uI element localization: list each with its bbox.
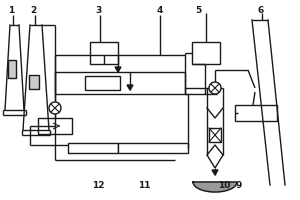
Text: 3: 3 bbox=[95, 6, 101, 15]
Text: 6: 6 bbox=[257, 6, 263, 15]
Bar bbox=[118, 143, 188, 153]
Text: 11: 11 bbox=[138, 181, 151, 190]
Text: 5: 5 bbox=[195, 6, 201, 15]
Bar bbox=[192, 42, 220, 64]
Circle shape bbox=[209, 82, 221, 94]
Bar bbox=[85, 76, 120, 90]
Polygon shape bbox=[212, 170, 218, 175]
Bar bbox=[209, 128, 221, 142]
Bar bbox=[8, 60, 16, 78]
Text: 9: 9 bbox=[236, 181, 242, 190]
Text: 12: 12 bbox=[92, 181, 104, 190]
Polygon shape bbox=[193, 182, 237, 192]
Circle shape bbox=[49, 102, 61, 114]
Text: 10: 10 bbox=[218, 181, 230, 190]
Polygon shape bbox=[127, 85, 133, 90]
Text: 4: 4 bbox=[157, 6, 164, 15]
Bar bbox=[68, 143, 118, 153]
Bar bbox=[55, 72, 185, 94]
Bar bbox=[29, 75, 39, 89]
Bar bbox=[235, 105, 277, 121]
Polygon shape bbox=[115, 67, 121, 72]
Text: 1: 1 bbox=[8, 6, 14, 15]
Text: 2: 2 bbox=[30, 6, 36, 15]
Bar bbox=[38, 118, 72, 134]
Bar bbox=[90, 42, 118, 64]
